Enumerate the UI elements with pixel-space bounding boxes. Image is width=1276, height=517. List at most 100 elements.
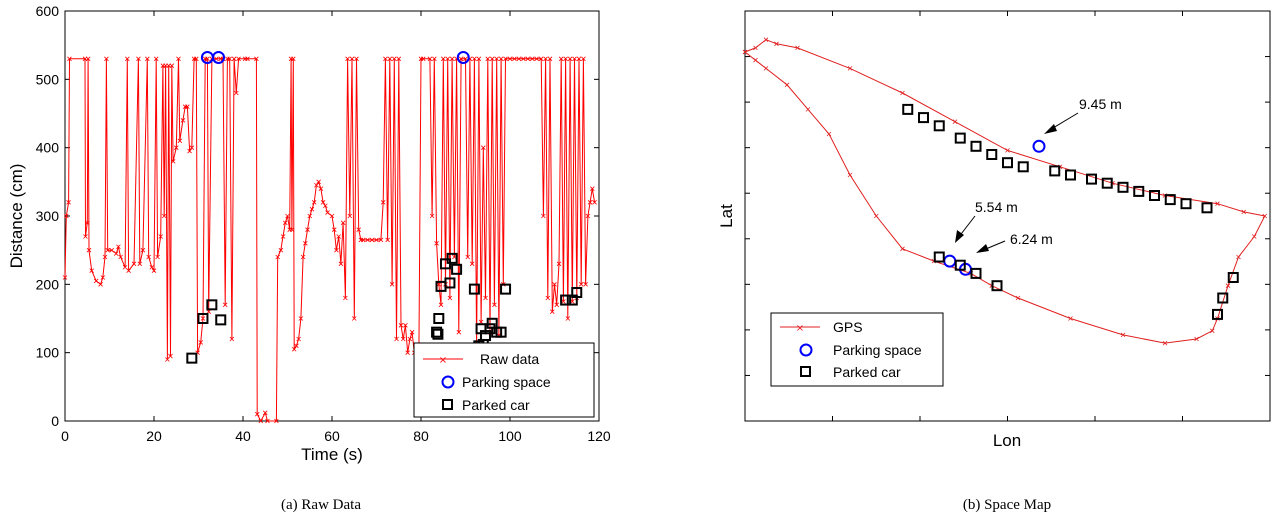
raw-data-raw-data-point bbox=[161, 213, 167, 219]
space-map-parked-car-point bbox=[970, 140, 982, 152]
raw-data-raw-data-point bbox=[168, 353, 173, 359]
raw-data-parking-space-point bbox=[456, 50, 470, 64]
parking-space-legend-marker bbox=[441, 375, 455, 389]
raw-data-raw-data-point bbox=[236, 56, 241, 62]
raw-data-raw-data-point bbox=[298, 316, 304, 321]
raw-data-raw-data-point bbox=[552, 282, 557, 287]
raw-data-raw-data-point bbox=[458, 56, 464, 62]
space-map-parking-space-point bbox=[1032, 139, 1046, 153]
raw-data-raw-data-point bbox=[345, 56, 350, 62]
raw-data-raw-data-point bbox=[449, 56, 455, 62]
raw-data-raw-data-point bbox=[567, 56, 573, 62]
raw-data-raw-data-point bbox=[311, 200, 317, 205]
raw-data-raw-data-point bbox=[98, 282, 103, 287]
annotation-arrowhead-9-45 bbox=[1044, 124, 1057, 134]
raw-data-raw-data-point bbox=[258, 418, 264, 424]
raw-data-raw-data-point bbox=[325, 210, 330, 215]
raw-data-y-tick-label: 400 bbox=[36, 140, 60, 156]
raw-data-raw-data-point bbox=[155, 254, 160, 260]
space-map-parked-car-point bbox=[1117, 181, 1129, 193]
raw-data-raw-data-point bbox=[545, 295, 551, 301]
raw-data-raw-data-point bbox=[420, 56, 426, 62]
raw-data-raw-data-point bbox=[380, 200, 386, 205]
raw-data-raw-data-point bbox=[394, 336, 399, 342]
raw-data-raw-data-point bbox=[576, 56, 582, 62]
raw-data-raw-data-point bbox=[214, 56, 219, 62]
raw-data-raw-data-point bbox=[83, 234, 88, 239]
raw-data-raw-data-point bbox=[229, 336, 235, 342]
raw-data-y-tick-label: 200 bbox=[36, 276, 60, 292]
raw-data-parked-car-point bbox=[431, 326, 443, 338]
space-map-gps-point bbox=[784, 82, 790, 88]
raw-data-raw-data-point bbox=[507, 56, 513, 62]
raw-data-raw-data-point bbox=[140, 247, 146, 253]
raw-data-raw-data-point bbox=[440, 56, 446, 62]
raw-data-raw-data-point bbox=[356, 227, 361, 232]
raw-data-raw-data-point bbox=[116, 244, 121, 250]
raw-data-raw-data-point bbox=[254, 56, 259, 62]
raw-data-raw-data-point bbox=[378, 237, 384, 243]
raw-data-raw-data-point bbox=[383, 56, 388, 62]
annotation-arrowhead-5-54 bbox=[955, 230, 964, 243]
space-map-gps-point bbox=[1209, 328, 1215, 334]
raw-data-raw-data-point bbox=[572, 56, 577, 62]
raw-data-raw-data-point bbox=[136, 56, 141, 62]
raw-data-raw-data-point bbox=[149, 264, 155, 270]
raw-data-raw-data-point bbox=[583, 282, 588, 287]
raw-data-raw-data-point bbox=[581, 56, 586, 62]
raw-data-raw-data-point bbox=[169, 63, 175, 68]
raw-data-raw-data-point bbox=[67, 56, 72, 62]
space-map-gps-point bbox=[1005, 148, 1010, 153]
raw-data-parked-car-point bbox=[560, 294, 572, 306]
raw-data-raw-data-point bbox=[227, 56, 232, 62]
raw-data-raw-data-point bbox=[177, 138, 183, 144]
raw-data-raw-data-point bbox=[126, 268, 131, 273]
raw-data-raw-data-point bbox=[434, 241, 439, 246]
raw-data-raw-data-point bbox=[534, 56, 539, 62]
space-map-gps-point bbox=[1262, 213, 1268, 219]
space-map-ticks bbox=[745, 11, 1270, 421]
space-map-gps-point bbox=[826, 131, 832, 137]
raw-data-raw-data-point bbox=[347, 213, 353, 219]
parking-space-legend-label: Parking space bbox=[462, 374, 551, 390]
raw-data-raw-data-point bbox=[456, 329, 462, 335]
raw-data-raw-data-point bbox=[549, 309, 555, 314]
raw-data-raw-data-point bbox=[516, 56, 522, 62]
space-map-legend: × GPS Parking space Parked car bbox=[770, 312, 944, 387]
raw-data-raw-data-point bbox=[396, 56, 402, 62]
raw-data-raw-data-point bbox=[189, 145, 195, 150]
raw-data-raw-data-point bbox=[254, 411, 260, 417]
raw-data-raw-data-point bbox=[541, 213, 546, 219]
raw-data-raw-data-point bbox=[338, 261, 344, 267]
raw-data-x-tick-label: 60 bbox=[324, 428, 340, 444]
space-map-parked-car-point bbox=[1133, 185, 1145, 197]
raw-data-chart: 0 20 40 60 80 100 120 0 100 200 300 400 500 600 Time… bbox=[7, 3, 611, 513]
raw-data-raw-data-point bbox=[563, 56, 568, 62]
raw-data-raw-data-point bbox=[314, 182, 319, 188]
raw-data-x-tick-label: 40 bbox=[235, 428, 251, 444]
space-map-parked-car-point bbox=[1217, 292, 1229, 304]
raw-data-caption: (a) Raw Data bbox=[281, 497, 361, 513]
raw-data-raw-data-point bbox=[278, 247, 284, 253]
raw-data-raw-data-point bbox=[492, 302, 497, 308]
raw-data-raw-data-point bbox=[529, 56, 535, 62]
space-map-parked-car-point bbox=[1049, 165, 1061, 177]
raw-data-raw-data-point bbox=[131, 261, 137, 267]
raw-data-y-tick-label: 100 bbox=[36, 345, 60, 361]
space-map-annotations: 9.45 m 5.54 m 6.24 m bbox=[955, 96, 1122, 253]
space-map-gps-point bbox=[1015, 295, 1021, 301]
space-map-gps-point bbox=[763, 37, 769, 42]
space-map-parked-car-point bbox=[918, 112, 929, 124]
raw-data-raw-data-point bbox=[543, 56, 548, 62]
raw-data-raw-data-point bbox=[104, 56, 109, 62]
raw-data-parked-car-point bbox=[186, 352, 198, 364]
raw-data-raw-data-point bbox=[503, 56, 508, 62]
raw-data-raw-data-point bbox=[578, 282, 584, 287]
space-map-gps-point bbox=[1225, 283, 1231, 288]
raw-data-raw-data-point bbox=[222, 302, 228, 308]
raw-data-legend: × Raw data Parking space Parked car bbox=[413, 342, 595, 418]
raw-data-y-tick-label: 600 bbox=[36, 3, 60, 19]
raw-data-raw-data-point bbox=[316, 179, 321, 185]
raw-data-raw-data-point bbox=[592, 200, 597, 205]
raw-data-raw-data-point bbox=[291, 56, 296, 62]
